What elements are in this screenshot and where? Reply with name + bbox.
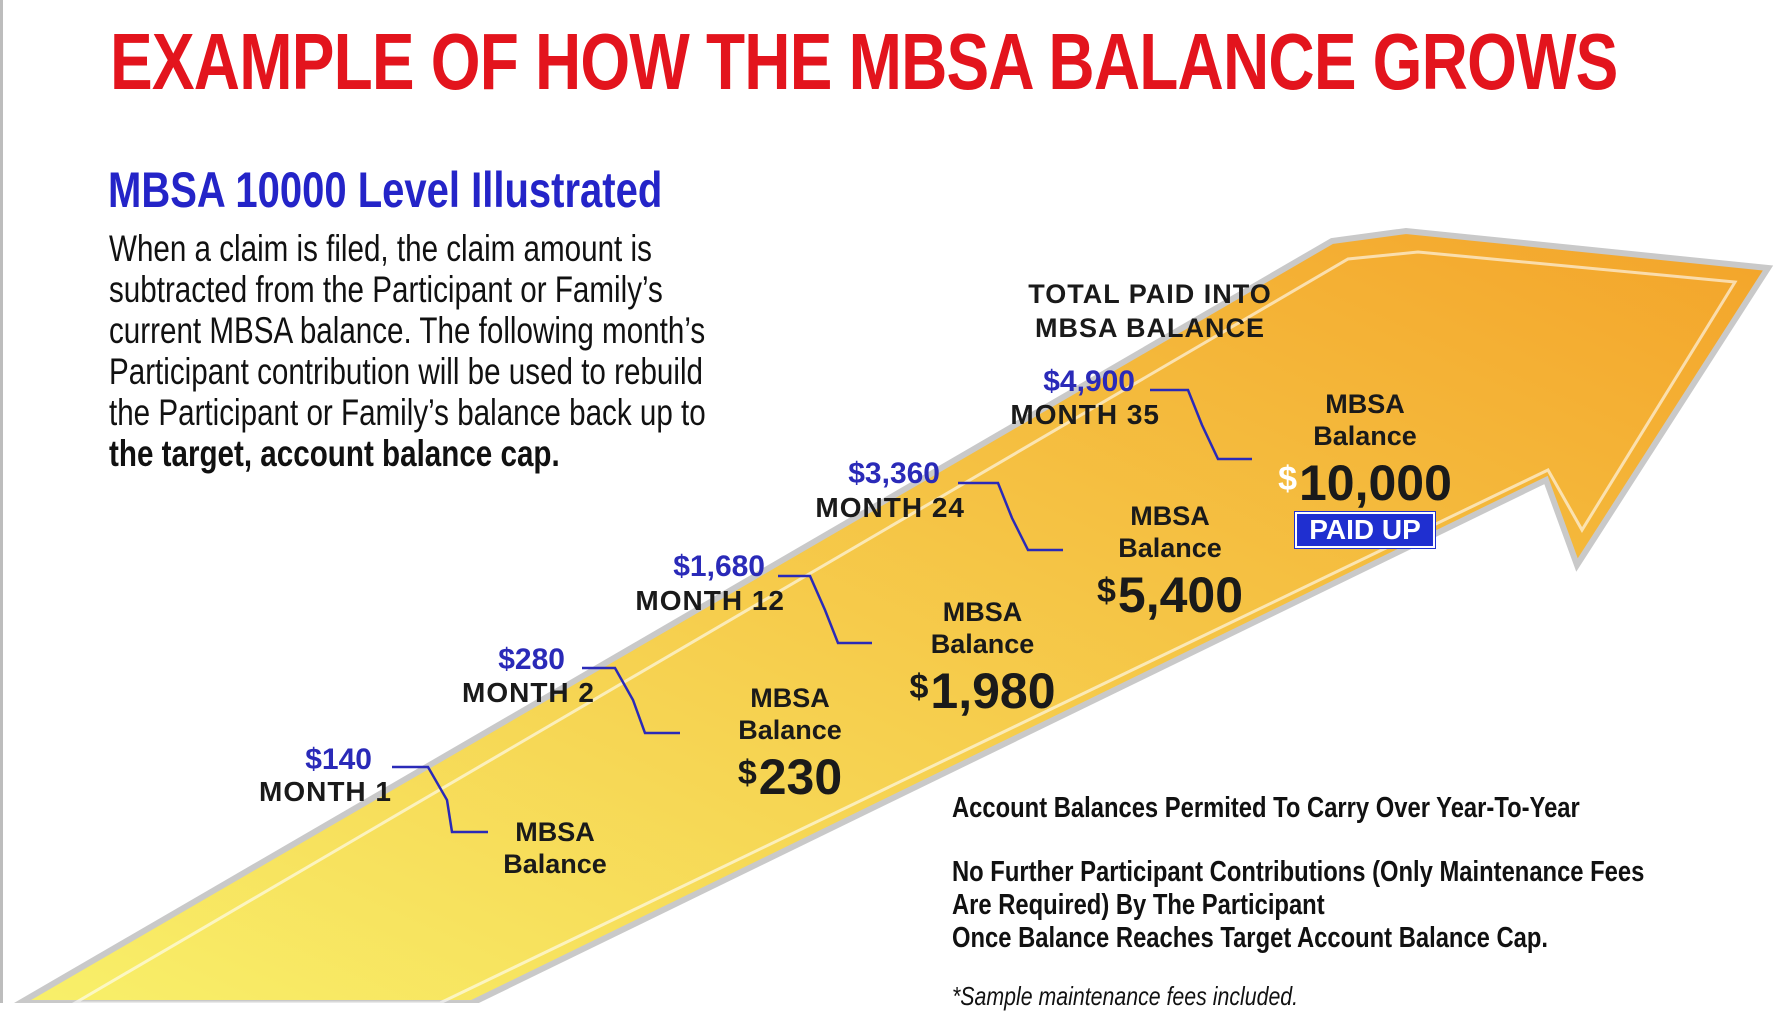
milestone-4-balance-label-1: MBSA	[1130, 501, 1210, 531]
currency-symbol: $	[1096, 572, 1116, 610]
growth-arrow-inner-outline	[72, 250, 1738, 1003]
milestone-3-balance-amount: 1,980	[930, 663, 1056, 719]
milestone-4-connector	[958, 481, 1063, 552]
total-paid-label-line-1: TOTAL PAID INTO	[1028, 279, 1272, 309]
note-no-further-line-1: No Further Participant Contributions (On…	[952, 856, 1645, 888]
milestone-3-balance-value: $1,980	[890, 660, 1075, 718]
milestone-1-connector	[392, 765, 488, 834]
milestone-5-amount: $4,900	[1043, 365, 1135, 398]
milestone-3-connector	[778, 574, 872, 645]
milestone-5-balance-label-1: MBSA	[1325, 389, 1405, 419]
note-carry-over: Account Balances Permited To Carry Over …	[952, 792, 1580, 824]
milestone-2-balance-amount: 230	[758, 749, 843, 805]
milestone-5-connector	[1150, 388, 1252, 461]
currency-symbol: $	[909, 668, 929, 706]
milestone-5-balance-label-2: Balance	[1313, 421, 1417, 451]
currency-symbol: $	[737, 754, 757, 792]
milestone-1-amount: $140	[305, 743, 372, 776]
milestone-3-balance-label-1: MBSA	[942, 597, 1023, 627]
milestone-4-month: MONTH 24	[815, 492, 965, 523]
milestone-2-connector	[582, 666, 680, 735]
milestone-5-balance-value: $10,000	[1250, 452, 1480, 510]
milestone-2-amount: $280	[498, 643, 565, 676]
growth-arrow	[14, 227, 1774, 1003]
milestone-4-amount: $3,360	[848, 457, 940, 490]
paid-up-badge: PAID UP	[1294, 511, 1436, 549]
note-no-further-line-3: Once Balance Reaches Target Account Bala…	[952, 922, 1549, 954]
page-title: EXAMPLE OF HOW THE MBSA BALANCE GROWS	[110, 17, 1618, 106]
milestone-1-balance: MBSA Balance	[480, 816, 630, 880]
milestone-5-month: MONTH 35	[1010, 399, 1160, 430]
milestone-1-balance-label-2: Balance	[503, 849, 607, 879]
milestone-3-balance-label-2: Balance	[930, 629, 1035, 659]
note-no-further-line-2: Are Required) By The Participant	[952, 889, 1325, 921]
milestone-4-balance-label-2: Balance	[1118, 533, 1222, 563]
milestone-2-balance-label-1: MBSA	[750, 683, 830, 713]
milestone-connectors	[392, 388, 1252, 834]
milestone-3-amount: $1,680	[673, 550, 765, 583]
milestone-2-month: MONTH 2	[462, 677, 595, 708]
currency-symbol: $	[1278, 460, 1297, 498]
milestone-3-balance: MBSA Balance $1,980	[890, 596, 1075, 718]
total-paid-label: TOTAL PAID INTO MBSA BALANCE	[1000, 277, 1300, 345]
description: When a claim is filed, the claim amount …	[109, 228, 741, 474]
subtitle: MBSA 10000 Level Illustrated	[108, 162, 663, 218]
milestone-2-balance: MBSA Balance $230	[710, 682, 870, 804]
total-paid-label-line-2: MBSA BALANCE	[1035, 313, 1265, 343]
left-edge-rule	[0, 0, 3, 1003]
milestone-3-month: MONTH 12	[635, 585, 785, 616]
description-text: When a claim is filed, the claim amount …	[109, 228, 706, 433]
milestone-2-balance-label-2: Balance	[738, 715, 842, 745]
milestone-2-balance-value: $230	[710, 746, 870, 804]
milestone-1-balance-label-1: MBSA	[515, 817, 595, 847]
milestone-4-balance-value: $5,400	[1075, 564, 1265, 622]
note-sample-fees: *Sample maintenance fees included.	[952, 981, 1299, 1011]
description-bold-text: the target, account balance cap.	[109, 433, 560, 474]
milestone-1-month: MONTH 1	[259, 776, 392, 807]
milestone-4-balance: MBSA Balance $5,400	[1075, 500, 1265, 622]
note-no-further-contributions: No Further Participant Contributions (On…	[952, 856, 1644, 955]
milestone-5-balance: MBSA Balance $10,000 PAID UP	[1250, 388, 1480, 549]
milestone-5-balance-amount: 10,000	[1298, 455, 1452, 511]
milestone-4-balance-amount: 5,400	[1117, 567, 1244, 623]
